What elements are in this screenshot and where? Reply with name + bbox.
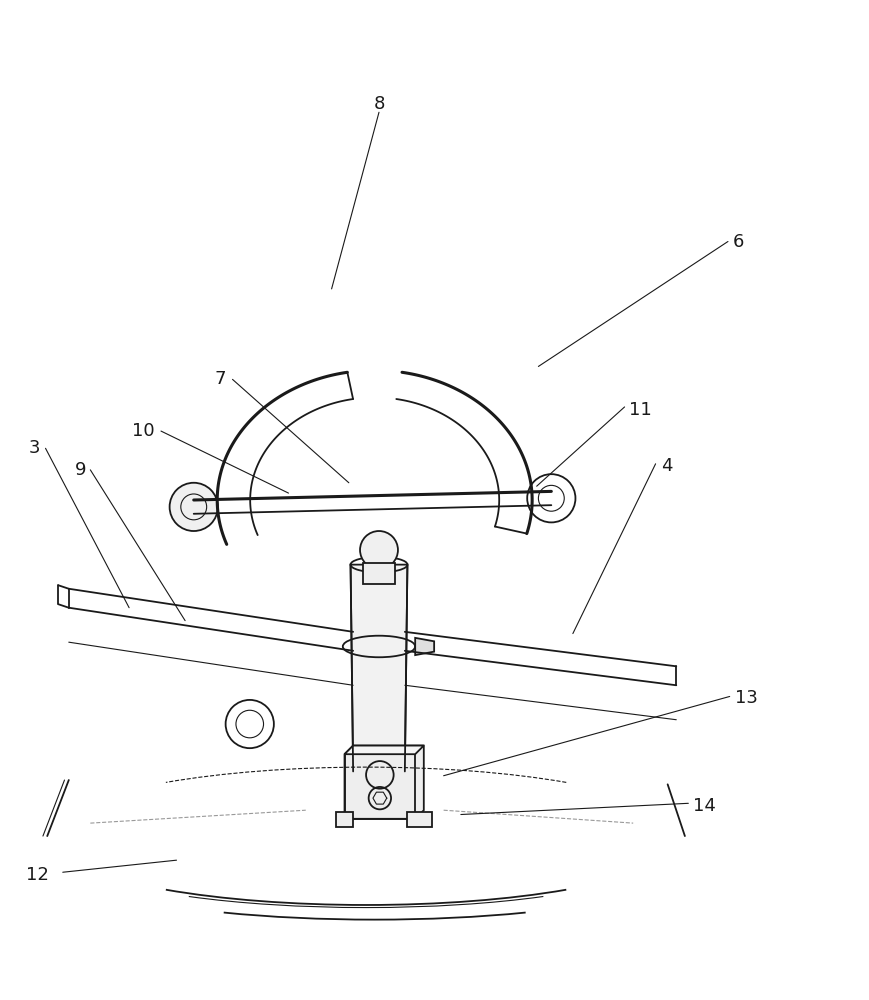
Text: 3: 3: [29, 439, 40, 457]
Text: 11: 11: [628, 401, 651, 419]
Text: 7: 7: [215, 370, 226, 388]
Text: 9: 9: [75, 461, 86, 479]
Text: 14: 14: [693, 797, 715, 815]
Polygon shape: [350, 565, 407, 771]
Polygon shape: [335, 812, 353, 827]
Text: 10: 10: [132, 422, 155, 440]
Polygon shape: [415, 638, 434, 655]
Text: 12: 12: [26, 866, 49, 884]
Circle shape: [360, 531, 397, 569]
Bar: [363, 563, 394, 584]
Circle shape: [169, 483, 217, 531]
Text: 6: 6: [732, 233, 743, 251]
Polygon shape: [344, 746, 423, 754]
Polygon shape: [406, 812, 432, 827]
Text: 8: 8: [373, 95, 384, 113]
Text: 13: 13: [734, 689, 757, 707]
Polygon shape: [344, 746, 423, 819]
Text: 4: 4: [660, 457, 672, 475]
